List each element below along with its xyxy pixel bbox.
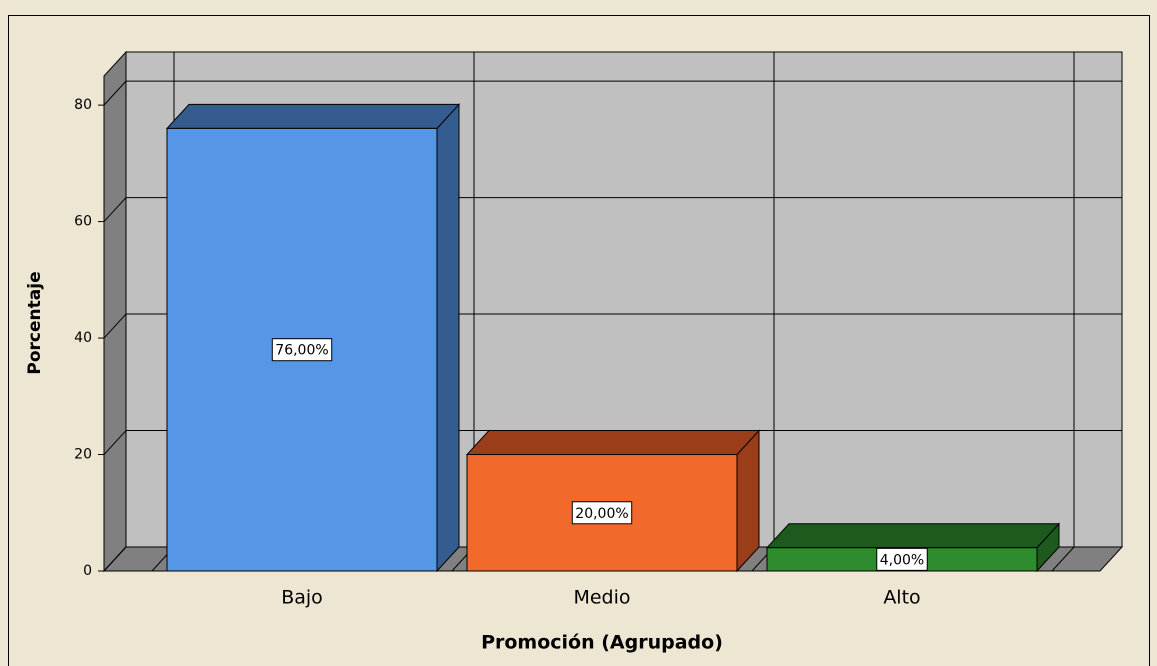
value-label: 4,00% [880, 552, 924, 568]
y-tick-label: 60 [74, 214, 92, 230]
grid-line [103, 80, 127, 106]
grid-line [103, 430, 127, 455]
value-label: 20,00% [575, 506, 628, 522]
y-tick-label: 0 [83, 563, 92, 579]
value-label-box [571, 501, 633, 525]
x-tick-label: Medio [573, 587, 630, 609]
grid-line [103, 313, 127, 339]
y-tick-label: 20 [74, 447, 92, 463]
y-tick-label: 40 [74, 330, 92, 346]
bar-top [165, 103, 461, 129]
y-tick-label: 80 [74, 97, 92, 113]
bar-top [465, 430, 761, 456]
plot-area: 0 20 40 60 80 Bajo 76,00% Medio 20,00% Alto 4,00% [74, 50, 1124, 609]
grid-line [103, 197, 127, 222]
value-label: 76,00% [275, 343, 328, 359]
grid-line [103, 546, 127, 572]
x-tick-label: Bajo [281, 587, 323, 609]
value-label-box [271, 338, 333, 362]
x-tick-label: Alto [883, 587, 920, 609]
bar-top [765, 523, 1061, 549]
x-axis-title: Promoción (Agrupado) [481, 632, 723, 654]
left-wall [103, 50, 127, 573]
floor-grid-line [1051, 546, 1075, 572]
bar-side [436, 103, 460, 573]
value-label-box [876, 547, 928, 571]
y-axis-title: Porcentaje [25, 271, 45, 374]
